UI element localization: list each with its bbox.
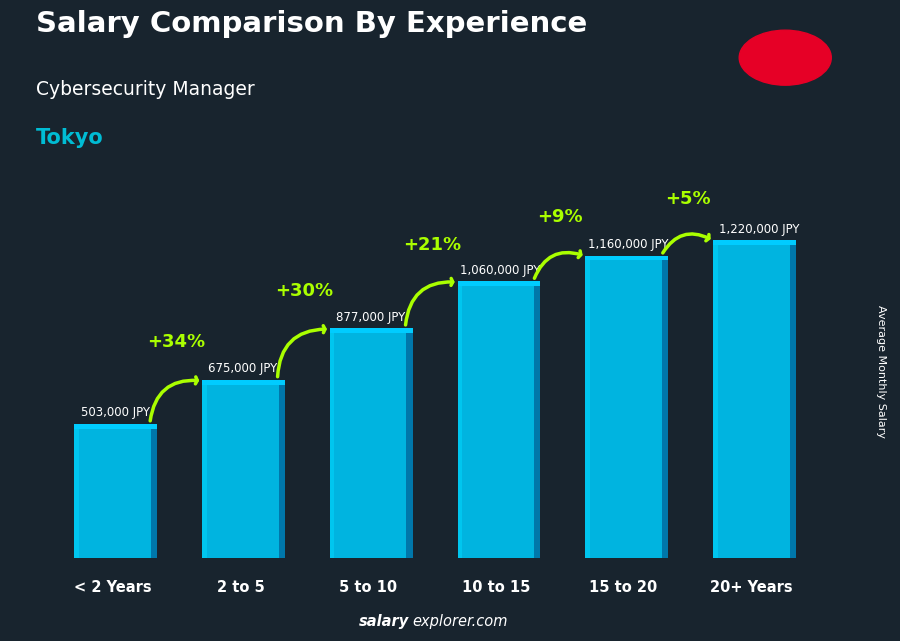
Text: 5 to 10: 5 to 10 [339, 580, 397, 595]
Bar [789, 245, 796, 558]
Text: Tokyo: Tokyo [36, 128, 104, 148]
Text: explorer.com: explorer.com [412, 615, 508, 629]
Text: 877,000 JPY: 877,000 JPY [337, 310, 405, 324]
Text: 2 to 5: 2 to 5 [217, 580, 265, 595]
Bar [713, 245, 789, 558]
Text: +5%: +5% [665, 190, 710, 208]
Bar [151, 429, 158, 558]
Text: 1,160,000 JPY: 1,160,000 JPY [588, 238, 669, 251]
Text: +9%: +9% [537, 208, 582, 226]
Circle shape [739, 30, 832, 85]
Bar [713, 240, 796, 245]
Text: 503,000 JPY: 503,000 JPY [81, 406, 149, 419]
Text: +34%: +34% [148, 333, 205, 351]
Text: salary: salary [359, 615, 410, 629]
Text: 10 to 15: 10 to 15 [462, 580, 530, 595]
Text: 1,060,000 JPY: 1,060,000 JPY [460, 263, 541, 277]
Text: +30%: +30% [275, 282, 333, 300]
Text: 20+ Years: 20+ Years [710, 580, 793, 595]
Text: Average Monthly Salary: Average Monthly Salary [877, 305, 886, 438]
Bar [457, 281, 540, 286]
Bar [329, 333, 407, 558]
Bar [457, 286, 535, 558]
Bar [662, 260, 668, 558]
Bar [457, 286, 462, 558]
Bar [585, 256, 668, 260]
Bar [329, 328, 412, 333]
Bar [329, 333, 335, 558]
Text: Salary Comparison By Experience: Salary Comparison By Experience [36, 10, 587, 38]
Bar [75, 424, 158, 429]
Bar [585, 260, 590, 558]
Bar [75, 429, 79, 558]
Text: 1,220,000 JPY: 1,220,000 JPY [719, 222, 800, 235]
Bar [202, 385, 207, 558]
Text: < 2 Years: < 2 Years [74, 580, 151, 595]
Text: 675,000 JPY: 675,000 JPY [209, 362, 278, 375]
Bar [535, 286, 540, 558]
Text: +21%: +21% [403, 236, 461, 254]
Text: Cybersecurity Manager: Cybersecurity Manager [36, 80, 255, 99]
Bar [75, 429, 151, 558]
Bar [407, 333, 412, 558]
Bar [279, 385, 284, 558]
Bar [202, 385, 279, 558]
Text: 15 to 20: 15 to 20 [590, 580, 658, 595]
Bar [585, 260, 662, 558]
Bar [202, 380, 284, 385]
Bar [713, 245, 717, 558]
